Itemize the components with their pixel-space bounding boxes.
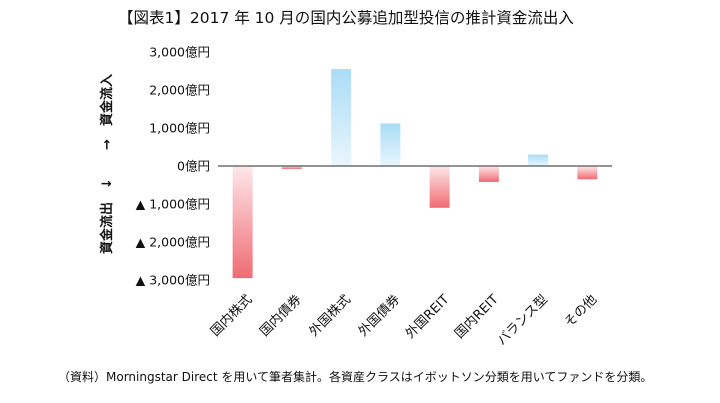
y-tick-label: 1,000億円 [149,121,210,136]
x-tick-label: 国内REIT [451,291,501,341]
y-axis-side-labels: → 資金流入 資金流出 ↓ [99,74,115,254]
bar-8 [577,166,598,180]
x-tick-label: 国内株式 [207,292,255,340]
bar-4 [380,123,401,166]
y-tick-label: 0億円 [177,159,210,174]
chart-title: 【図表1】2017 年 10 月の国内公募追加型投信の推計資金流出入 [118,9,574,27]
y-tick-label: ▲ 3,000億円 [136,273,210,288]
y-tick-label: ▲ 2,000億円 [136,235,210,250]
y-axis-label-outflow: 資金流出 ↓ [99,178,115,254]
x-tick-label: 国内債券 [257,292,305,340]
bars [232,69,598,279]
x-tick-label: バランス型 [495,292,551,348]
bar-3 [331,69,352,166]
source-note: （資料）Morningstar Direct を用いて筆者集計。各資産クラスはイ… [58,370,653,384]
y-axis-ticks: 3,000億円 2,000億円 1,000億円 0億円 ▲ 1,000億円 ▲ 2,000… [136,45,210,288]
y-axis-label-inflow: → 資金流入 [99,74,115,150]
x-tick-label: その他 [562,292,600,330]
bar-1 [232,166,253,279]
y-tick-label: 3,000億円 [149,45,210,60]
x-tick-label: 外国REIT [403,292,453,342]
bar-2 [281,166,302,170]
x-tick-label: 外国債券 [355,292,403,340]
y-tick-label: ▲ 1,000億円 [136,197,210,212]
bar-6 [478,166,499,182]
y-tick-label: 2,000億円 [149,83,210,98]
bar-7 [528,154,549,166]
bar-5 [429,166,450,208]
x-tick-label: 外国株式 [307,292,354,339]
